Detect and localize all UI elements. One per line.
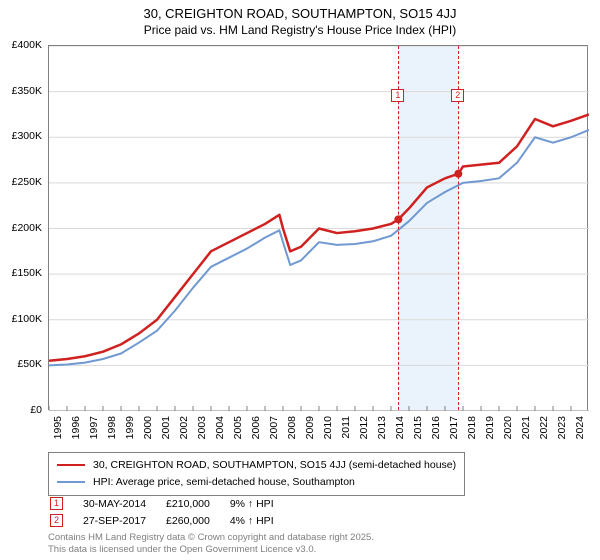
y-tick-label: £150K [12,267,42,279]
x-tick-label: 2000 [142,416,154,439]
chart-container: 30, CREIGHTON ROAD, SOUTHAMPTON, SO15 4J… [0,0,600,560]
legend: 30, CREIGHTON ROAD, SOUTHAMPTON, SO15 4J… [48,452,465,496]
sale-row: 1 30-MAY-2014£210,0009% ↑ HPI [50,496,292,511]
x-tick-label: 1997 [88,416,100,439]
x-tick-label: 2004 [214,416,226,439]
x-tick-label: 2006 [250,416,262,439]
footer-attribution: Contains HM Land Registry data © Crown c… [48,532,374,556]
x-tick-label: 2001 [160,416,172,439]
legend-label: 30, CREIGHTON ROAD, SOUTHAMPTON, SO15 4J… [93,457,456,474]
y-tick-label: £200K [12,222,42,234]
sale-delta: 4% ↑ HPI [230,513,292,528]
sale-num-box: 1 [50,497,63,510]
chart-title: 30, CREIGHTON ROAD, SOUTHAMPTON, SO15 4J… [0,6,600,21]
y-tick-label: £0 [30,404,42,416]
chart-subtitle: Price paid vs. HM Land Registry's House … [0,23,600,37]
y-tick-label: £300K [12,130,42,142]
legend-row: HPI: Average price, semi-detached house,… [57,474,456,491]
legend-row: 30, CREIGHTON ROAD, SOUTHAMPTON, SO15 4J… [57,457,456,474]
series-hpi [49,130,589,365]
legend-swatch [57,481,85,483]
y-tick-label: £350K [12,85,42,97]
x-tick-label: 2016 [430,416,442,439]
y-axis-labels: £0£50K£100K£150K£200K£250K£300K£350K£400… [0,45,46,410]
y-tick-label: £50K [17,358,42,370]
x-tick-label: 2002 [178,416,190,439]
sale-row: 2 27-SEP-2017£260,0004% ↑ HPI [50,513,292,528]
x-tick-label: 1996 [70,416,82,439]
x-tick-label: 2015 [412,416,424,439]
x-tick-label: 2010 [322,416,334,439]
x-tick-label: 2014 [394,416,406,439]
chart-plot-area: 12 [48,45,588,410]
series-property [49,114,589,360]
x-tick-label: 2013 [376,416,388,439]
title-block: 30, CREIGHTON ROAD, SOUTHAMPTON, SO15 4J… [0,0,600,37]
sale-date: 30-MAY-2014 [83,496,164,511]
legend-swatch [57,464,85,466]
chart-svg [49,46,589,411]
x-tick-label: 2008 [286,416,298,439]
x-tick-label: 2020 [502,416,514,439]
sale-delta: 9% ↑ HPI [230,496,292,511]
x-tick-label: 2007 [268,416,280,439]
x-axis-labels: 1995 1996 1997 1998 1999 2000 2001 2002 2003 2004… [48,412,588,452]
sale-marker-box: 1 [391,89,404,102]
sale-price: £260,000 [166,513,228,528]
x-tick-label: 2018 [466,416,478,439]
x-tick-label: 2011 [340,416,352,439]
y-tick-label: £100K [12,313,42,325]
x-tick-label: 2023 [556,416,568,439]
x-tick-label: 1998 [106,416,118,439]
x-tick-label: 2003 [196,416,208,439]
x-tick-label: 2022 [538,416,550,439]
sale-marker-box: 2 [451,89,464,102]
x-tick-label: 1995 [52,416,64,439]
legend-label: HPI: Average price, semi-detached house,… [93,474,355,491]
x-tick-label: 2019 [484,416,496,439]
sale-date: 27-SEP-2017 [83,513,164,528]
sales-table: 1 30-MAY-2014£210,0009% ↑ HPI 2 27-SEP-2017… [48,494,294,530]
sale-num-box: 2 [50,514,63,527]
footer-line-2: This data is licensed under the Open Gov… [48,544,374,556]
x-tick-label: 2024 [574,416,586,439]
x-tick-label: 2021 [520,416,532,439]
x-tick-label: 2017 [448,416,460,439]
x-tick-label: 2009 [304,416,316,439]
x-tick-label: 1999 [124,416,136,439]
y-tick-label: £250K [12,176,42,188]
sale-price: £210,000 [166,496,228,511]
x-tick-label: 2005 [232,416,244,439]
x-tick-label: 2012 [358,416,370,439]
footer-line-1: Contains HM Land Registry data © Crown c… [48,532,374,544]
y-tick-label: £400K [12,39,42,51]
